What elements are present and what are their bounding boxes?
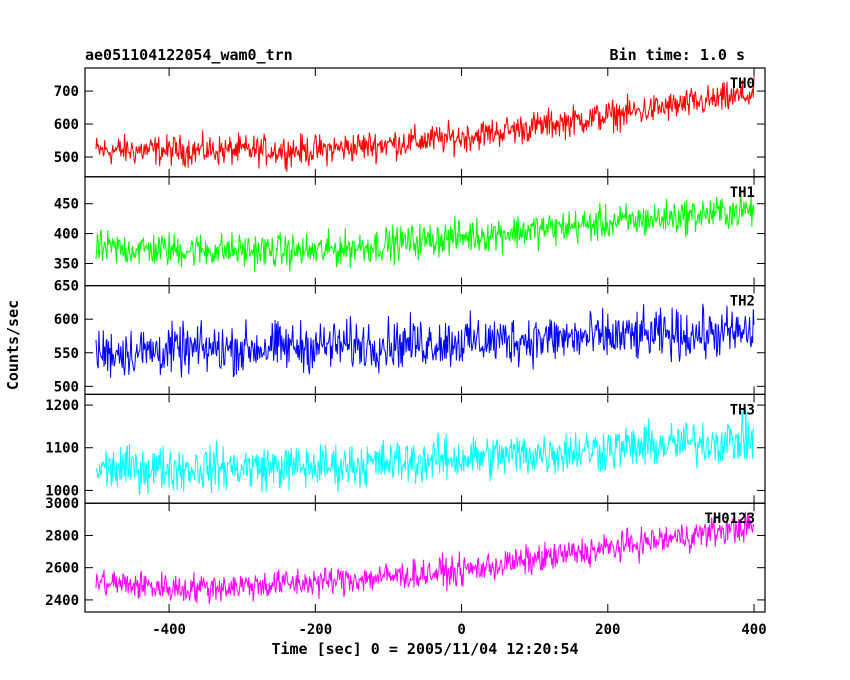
- chart-title: ae051104122054_wam0_trn: [85, 46, 293, 64]
- x-axis-label: Time [sec] 0 = 2005/11/04 12:20:54: [271, 640, 578, 658]
- y-tick-label: 500: [54, 379, 79, 395]
- y-tick-label: 600: [54, 117, 79, 133]
- panels-group: 500 600 700 TH0 350 400 450 TH1 500 550 600 650 TH2 1…: [45, 67, 766, 613]
- series-label-th3: TH3: [730, 402, 755, 418]
- y-tick-label: 3000: [45, 496, 79, 512]
- panel-th1: 350 400 450 TH1: [54, 176, 766, 287]
- panel-th2: 500 550 600 650 TH2: [54, 279, 766, 395]
- y-tick-label: 650: [54, 279, 79, 295]
- series-label-th0: TH0: [730, 76, 755, 92]
- y-tick-label: 1100: [45, 441, 79, 457]
- y-tick-label: 1200: [45, 398, 79, 414]
- y-tick-label: 600: [54, 312, 79, 328]
- y-tick-label: 350: [54, 256, 79, 272]
- y-tick-label: 700: [54, 84, 79, 100]
- bin-time-label: Bin time: 1.0 s: [610, 46, 745, 64]
- panel-frame: [84, 502, 766, 613]
- x-tick-label: 400: [741, 622, 766, 638]
- x-axis: -400 -200 0 200 400: [152, 622, 766, 638]
- y-tick-label: 1000: [45, 483, 79, 499]
- y-tick-label: 500: [54, 150, 79, 166]
- series-line-th0123: [95, 511, 755, 604]
- series-line-th1: [95, 190, 755, 273]
- panel-frame: [84, 67, 766, 178]
- series-label-th0123: TH0123: [704, 511, 755, 527]
- y-tick-label: 450: [54, 197, 79, 213]
- panel-frame: [84, 176, 766, 287]
- y-tick-label: 550: [54, 346, 79, 362]
- series-label-th2: TH2: [730, 294, 755, 310]
- y-tick-label: 2600: [45, 561, 79, 577]
- x-tick-label: 0: [457, 622, 465, 638]
- y-tick-label: 400: [54, 227, 79, 243]
- series-label-th1: TH1: [730, 185, 755, 201]
- x-tick-label: 200: [595, 622, 620, 638]
- y-tick-label: 2400: [45, 593, 79, 609]
- x-tick-label: -200: [298, 622, 332, 638]
- series-line-th0: [95, 75, 755, 172]
- y-tick-label: 2800: [45, 528, 79, 544]
- y-axis-label: Counts/sec: [4, 300, 22, 390]
- series-line-th2: [95, 303, 755, 378]
- panel-th3: 1000 1100 1200 TH3: [45, 393, 766, 504]
- panel-th0: 500 600 700 TH0: [54, 67, 766, 178]
- x-tick-label: -400: [152, 622, 186, 638]
- series-line-th3: [95, 410, 755, 496]
- panel-th0123: 2400 2600 2800 3000 TH0123: [45, 496, 766, 613]
